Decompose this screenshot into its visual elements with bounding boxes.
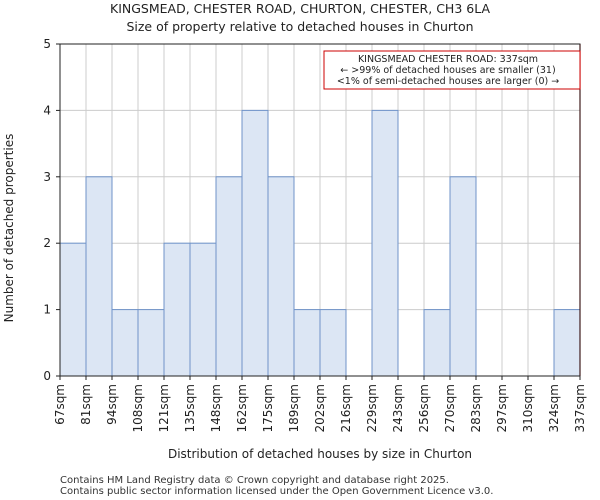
x-tick-label: 121sqm (157, 384, 171, 432)
y-tick-label: 0 (43, 369, 51, 383)
x-tick-label: 162sqm (235, 384, 249, 432)
histogram-bar (553, 309, 581, 377)
y-tick-label: 5 (43, 37, 51, 51)
y-tick-label: 1 (43, 303, 51, 317)
x-tick-label: 135sqm (183, 384, 197, 432)
histogram-bar (319, 309, 347, 377)
histogram-bar (371, 109, 399, 377)
x-axis-ticks: 67sqm 81sqm 94sqm 108sqm 121sqm 135sqm 148sqm 1… (53, 376, 587, 432)
histogram-bar (189, 242, 217, 377)
x-tick-label: 283sqm (469, 384, 483, 432)
annotation-line-3: <1% of semi-detached houses are larger (… (337, 76, 559, 87)
x-tick-label: 297sqm (495, 384, 509, 432)
x-axis-label: Distribution of detached houses by size … (168, 447, 472, 461)
x-tick-label: 216sqm (339, 384, 353, 432)
histogram-bar (111, 309, 139, 377)
x-tick-label: 189sqm (287, 384, 301, 432)
footer-line-2: Contains public sector information licen… (60, 486, 493, 497)
histogram-bar (215, 176, 243, 377)
x-tick-label: 324sqm (547, 384, 561, 432)
histogram-bar (241, 109, 269, 377)
x-tick-label: 175sqm (261, 384, 275, 432)
x-tick-label: 108sqm (131, 384, 145, 432)
bars (59, 109, 581, 377)
y-axis-label: Number of detached properties (2, 134, 16, 323)
chart-title: KINGSMEAD, CHESTER ROAD, CHURTON, CHESTE… (110, 1, 490, 16)
x-tick-label: 148sqm (209, 384, 223, 432)
histogram-bar (267, 176, 295, 377)
annotation-line-2: ← >99% of detached houses are smaller (3… (340, 65, 555, 76)
x-tick-label: 94sqm (105, 384, 119, 425)
y-tick-label: 2 (43, 236, 51, 250)
y-tick-label: 4 (43, 103, 51, 117)
x-tick-label: 81sqm (79, 384, 93, 425)
histogram-bar (449, 176, 477, 377)
x-tick-label: 270sqm (443, 384, 457, 432)
x-tick-label: 256sqm (417, 384, 431, 432)
y-axis-ticks: 0 1 2 3 4 5 (43, 37, 60, 383)
histogram-bar (163, 242, 191, 377)
x-tick-label: 202sqm (313, 384, 327, 432)
histogram-bar (59, 242, 87, 377)
y-tick-label: 3 (43, 170, 51, 184)
histogram-bar (85, 176, 113, 377)
x-tick-label: 243sqm (391, 384, 405, 432)
annotation-line-1: KINGSMEAD CHESTER ROAD: 337sqm (358, 54, 538, 65)
annotation-box (323, 50, 581, 90)
histogram-bar (137, 309, 165, 377)
footer-line-1: Contains HM Land Registry data © Crown c… (60, 475, 449, 486)
histogram-bar (293, 309, 321, 377)
x-tick-label: 67sqm (53, 384, 67, 425)
x-tick-label: 337sqm (573, 384, 587, 432)
x-tick-label: 229sqm (365, 384, 379, 432)
histogram-bar (423, 309, 451, 377)
x-tick-label: 310sqm (521, 384, 535, 432)
chart-subtitle: Size of property relative to detached ho… (126, 19, 473, 34)
